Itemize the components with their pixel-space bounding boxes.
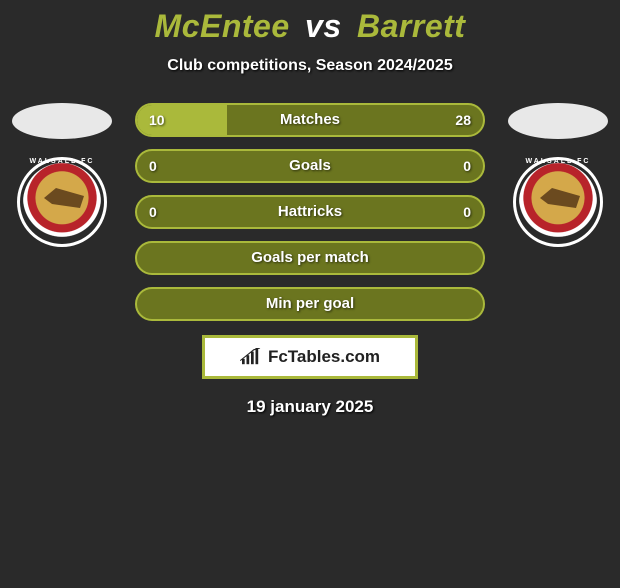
stat-right-value: 0 [463,151,471,181]
subtitle: Club competitions, Season 2024/2025 [0,57,620,75]
stat-row-goals: 0 Goals 0 [135,149,485,183]
stat-right-value: 28 [455,105,471,135]
main-comparison: WALSALL FC 10 Matches 28 0 Goals 0 0 Hat… [0,103,620,321]
brand-text: FcTables.com [268,347,380,367]
player1-club-name: WALSALL FC [20,158,104,165]
stat-label: Goals per match [137,243,483,273]
player2-club-name: WALSALL FC [516,158,600,165]
player2-avatar-placeholder [508,103,608,139]
player2-club-logo: WALSALL FC [513,157,603,247]
left-side: WALSALL FC [7,103,117,247]
stat-label: Matches [137,105,483,135]
stat-row-goals-per-match: Goals per match [135,241,485,275]
player1-name: McEntee [155,8,290,44]
player1-avatar-placeholder [12,103,112,139]
brand-box[interactable]: FcTables.com [202,335,418,379]
chart-icon [240,348,262,366]
right-side: WALSALL FC [503,103,613,247]
vs-text: vs [305,8,342,44]
stat-row-matches: 10 Matches 28 [135,103,485,137]
stat-label: Goals [137,151,483,181]
player2-name: Barrett [357,8,465,44]
date-text: 19 january 2025 [0,397,620,417]
stat-label: Min per goal [137,289,483,319]
stat-label: Hattricks [137,197,483,227]
stat-row-hattricks: 0 Hattricks 0 [135,195,485,229]
comparison-title: McEntee vs Barrett [0,8,620,45]
stat-row-min-per-goal: Min per goal [135,287,485,321]
stat-bars: 10 Matches 28 0 Goals 0 0 Hattricks 0 Go… [135,103,485,321]
stat-right-value: 0 [463,197,471,227]
player1-club-logo: WALSALL FC [17,157,107,247]
